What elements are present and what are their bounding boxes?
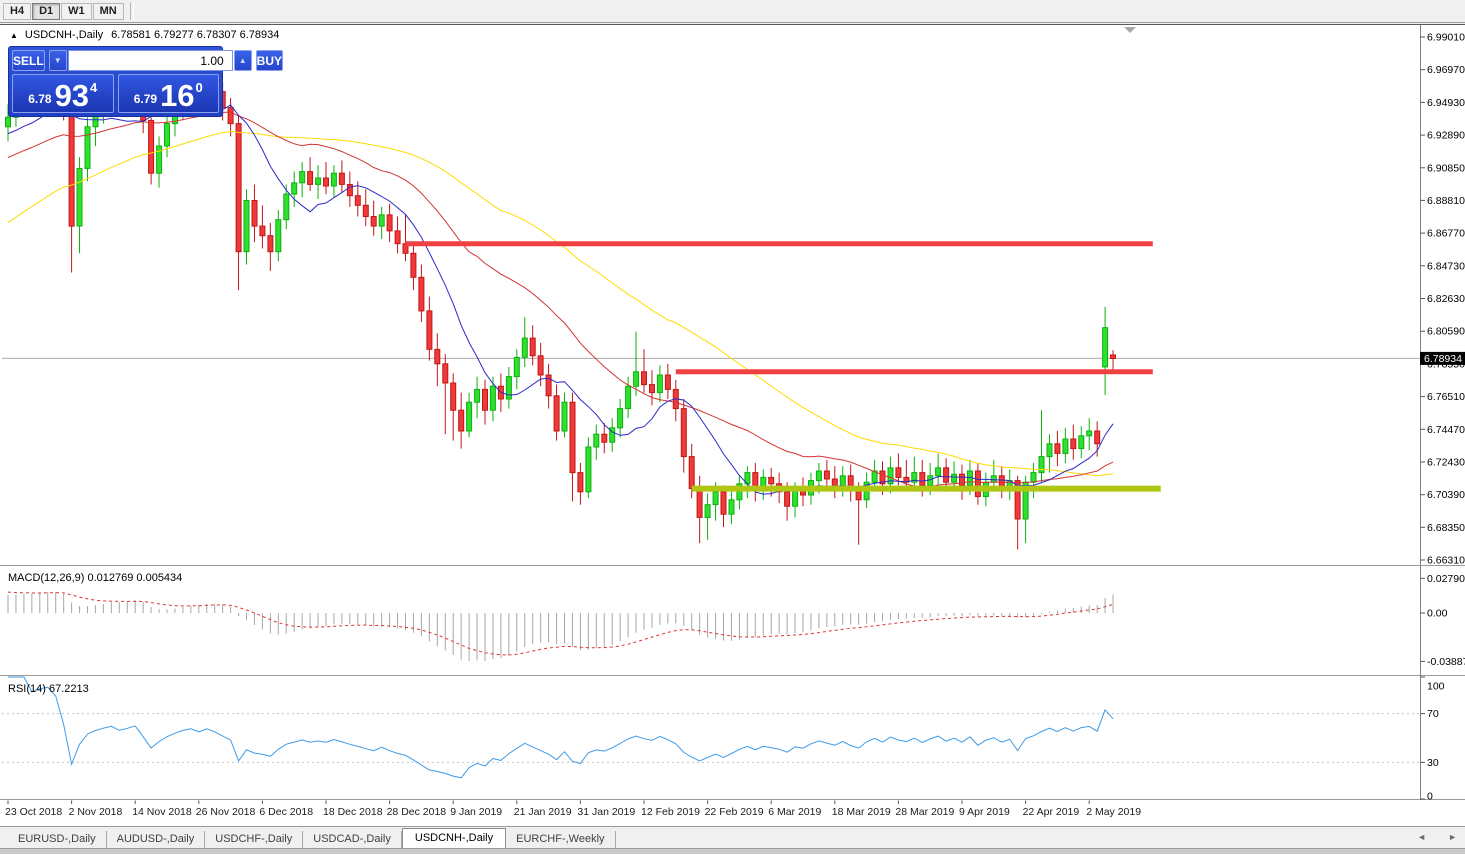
tab-eurchf-weekly[interactable]: EURCHF-,Weekly — [506, 831, 615, 849]
svg-text:6.72430: 6.72430 — [1427, 457, 1465, 469]
svg-text:6.66310: 6.66310 — [1427, 555, 1465, 567]
svg-text:31 Jan 2019: 31 Jan 2019 — [577, 806, 635, 818]
svg-text:2 May 2019: 2 May 2019 — [1086, 806, 1141, 818]
timeframe-button-mn[interactable]: MN — [93, 3, 124, 20]
svg-text:28 Mar 2019: 28 Mar 2019 — [895, 806, 954, 818]
volume-stepper: ▼ ▲ — [49, 50, 252, 71]
volume-decrease-icon[interactable]: ▼ — [49, 50, 67, 71]
sell-price-prefix: 6.78 — [28, 92, 51, 106]
timeframe-toolbar: H4 D1 W1 MN — [0, 0, 1465, 23]
chart-header: ▲ USDCNH-,Daily 6.78581 6.79277 6.78307 … — [10, 29, 279, 41]
svg-text:28 Dec 2018: 28 Dec 2018 — [387, 806, 447, 818]
svg-text:26 Nov 2018: 26 Nov 2018 — [196, 806, 256, 818]
sell-price-pip-digit: 4 — [90, 80, 97, 95]
sell-price-big-digits: 93 — [55, 80, 89, 111]
svg-text:14 Nov 2018: 14 Nov 2018 — [132, 806, 192, 818]
svg-text:22 Feb 2019: 22 Feb 2019 — [705, 806, 764, 818]
tab-usdcad-daily[interactable]: USDCAD-,Daily — [303, 831, 402, 849]
svg-text:6 Mar 2019: 6 Mar 2019 — [768, 806, 821, 818]
svg-text:100: 100 — [1427, 681, 1445, 693]
svg-text:22 Apr 2019: 22 Apr 2019 — [1023, 806, 1080, 818]
sell-quote-button[interactable]: 6.78 93 4 — [12, 74, 114, 113]
buy-price-pip-digit: 0 — [196, 80, 203, 95]
buy-price-big-digits: 16 — [160, 80, 194, 111]
svg-text:6.84730: 6.84730 — [1427, 260, 1465, 272]
volume-increase-icon[interactable]: ▲ — [234, 50, 252, 71]
svg-text:6 Dec 2018: 6 Dec 2018 — [259, 806, 313, 818]
svg-text:9 Apr 2019: 9 Apr 2019 — [959, 806, 1010, 818]
buy-quote-button[interactable]: 6.79 16 0 — [118, 74, 220, 113]
svg-text:70: 70 — [1427, 708, 1439, 720]
svg-text:2 Nov 2018: 2 Nov 2018 — [69, 806, 123, 818]
buy-button[interactable]: BUY — [256, 50, 283, 71]
svg-text:0.00: 0.00 — [1427, 608, 1448, 620]
rsi-indicator-label: RSI(14) 67.2213 — [8, 683, 89, 695]
svg-text:0: 0 — [1427, 791, 1433, 803]
tab-scroll-buttons: ◄ ► — [1417, 832, 1457, 842]
chart-ohlc-values: 6.78581 6.79277 6.78307 6.78934 — [111, 29, 279, 41]
window-bottom-strip — [0, 848, 1465, 854]
svg-text:12 Feb 2019: 12 Feb 2019 — [641, 806, 700, 818]
volume-input[interactable] — [68, 50, 233, 71]
svg-text:6.96970: 6.96970 — [1427, 64, 1465, 76]
svg-text:6.82630: 6.82630 — [1427, 293, 1465, 305]
svg-text:23 Oct 2018: 23 Oct 2018 — [5, 806, 62, 818]
macd-indicator-label: MACD(12,26,9) 0.012769 0.005434 — [8, 572, 182, 584]
svg-text:6.90850: 6.90850 — [1427, 162, 1465, 174]
svg-text:6.88810: 6.88810 — [1427, 195, 1465, 207]
svg-text:6.74470: 6.74470 — [1427, 424, 1465, 436]
timeframe-button-w1[interactable]: W1 — [61, 3, 92, 20]
tab-usdcnh-daily[interactable]: USDCNH-,Daily — [402, 828, 506, 849]
svg-text:0.027908: 0.027908 — [1427, 573, 1465, 585]
svg-text:-0.038871: -0.038871 — [1427, 656, 1465, 668]
trade-panel-top-row: SELL ▼ ▲ BUY — [12, 50, 219, 71]
svg-text:6.86770: 6.86770 — [1427, 228, 1465, 240]
svg-text:6.92890: 6.92890 — [1427, 130, 1465, 142]
tab-usdchf-daily[interactable]: USDCHF-,Daily — [205, 831, 303, 849]
sell-button[interactable]: SELL — [12, 50, 45, 71]
tab-scroll-right-icon[interactable]: ► — [1448, 832, 1457, 842]
tab-scroll-left-icon[interactable]: ◄ — [1417, 832, 1426, 842]
current-price-badge-text: 6.78934 — [1424, 353, 1462, 365]
one-click-collapse-icon[interactable]: ▲ — [10, 31, 18, 40]
toolbar-separator — [130, 2, 134, 20]
svg-text:30: 30 — [1427, 757, 1439, 769]
svg-text:6.70390: 6.70390 — [1427, 489, 1465, 501]
chart-symbol-period: USDCNH-,Daily — [25, 29, 103, 41]
svg-text:6.94930: 6.94930 — [1427, 97, 1465, 109]
svg-text:6.80590: 6.80590 — [1427, 326, 1465, 338]
svg-text:6.99010: 6.99010 — [1427, 32, 1465, 44]
one-click-trading-panel: SELL ▼ ▲ BUY 6.78 93 4 6.79 16 0 — [8, 46, 223, 117]
tab-audusd-daily[interactable]: AUDUSD-,Daily — [107, 831, 206, 849]
svg-text:21 Jan 2019: 21 Jan 2019 — [514, 806, 572, 818]
timeframe-button-h4[interactable]: H4 — [3, 3, 31, 20]
svg-text:18 Mar 2019: 18 Mar 2019 — [832, 806, 891, 818]
tab-eurusd-daily[interactable]: EURUSD-,Daily — [8, 831, 107, 849]
svg-text:18 Dec 2018: 18 Dec 2018 — [323, 806, 383, 818]
svg-text:6.76510: 6.76510 — [1427, 391, 1465, 403]
timeframe-button-d1[interactable]: D1 — [32, 3, 60, 20]
buy-price-prefix: 6.79 — [134, 92, 157, 106]
svg-text:6.68350: 6.68350 — [1427, 522, 1465, 534]
svg-text:9 Jan 2019: 9 Jan 2019 — [450, 806, 502, 818]
trade-panel-quote-row: 6.78 93 4 6.79 16 0 — [12, 74, 219, 113]
